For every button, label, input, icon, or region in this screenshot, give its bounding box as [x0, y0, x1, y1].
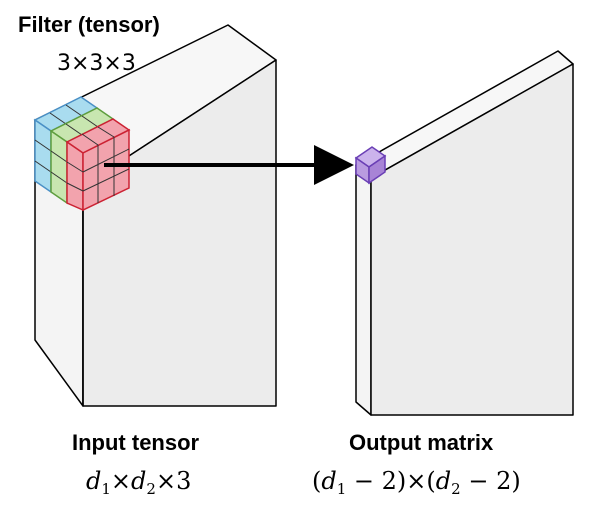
output-title: Output matrix: [349, 430, 494, 455]
output-dims: (d1 − 2)×(d2 − 2): [312, 467, 521, 498]
filter-dims: 3×3×3: [57, 51, 136, 76]
filter-layer-3-left: [66, 140, 84, 212]
output-cell-cube: [354, 146, 387, 185]
filter-layer-1: [33, 96, 99, 194]
output-cell-right: [368, 154, 386, 185]
output-front-face: [355, 164, 372, 416]
input-tensor-box: [34, 24, 277, 407]
input-dims: d1×d2×3: [86, 467, 191, 498]
filter-layer-1-front: [34, 118, 52, 194]
input-title: Input tensor: [72, 430, 200, 455]
filter-cube: [33, 96, 131, 212]
output-matrix-box: [355, 50, 574, 416]
filter-title: Filter (tensor): [18, 12, 160, 37]
output-side-face: [370, 63, 574, 416]
filter-layer-3: [65, 118, 131, 212]
filter-layer-2-front: [50, 129, 68, 205]
